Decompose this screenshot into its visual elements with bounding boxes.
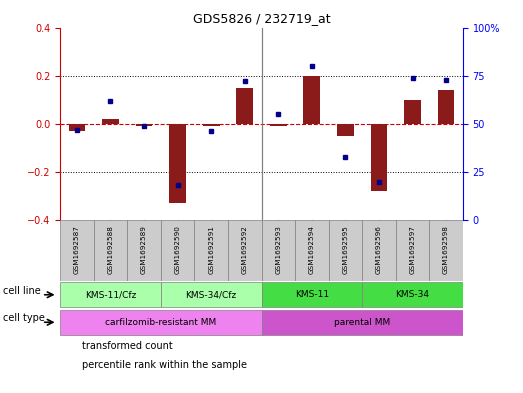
Text: KMS-34: KMS-34 — [395, 290, 429, 299]
Text: cell line: cell line — [3, 286, 40, 296]
Bar — [127, 220, 161, 281]
Text: GSM1692593: GSM1692593 — [275, 225, 281, 274]
Text: KMS-11/Cfz: KMS-11/Cfz — [85, 290, 136, 299]
Bar — [161, 282, 262, 307]
Bar — [404, 100, 421, 124]
Text: parental MM: parental MM — [334, 318, 390, 327]
Bar — [94, 220, 127, 281]
Text: GSM1692592: GSM1692592 — [242, 225, 248, 274]
Bar — [371, 124, 388, 191]
Text: GSM1692598: GSM1692598 — [443, 225, 449, 274]
Text: percentile rank within the sample: percentile rank within the sample — [82, 360, 247, 371]
Text: GSM1692595: GSM1692595 — [343, 225, 348, 274]
Text: transformed count: transformed count — [82, 341, 173, 351]
Bar — [429, 220, 463, 281]
Text: cell type: cell type — [3, 313, 44, 323]
Bar — [362, 282, 463, 307]
Text: GSM1692596: GSM1692596 — [376, 225, 382, 274]
Bar — [362, 220, 396, 281]
Bar — [60, 282, 161, 307]
Bar — [270, 124, 287, 126]
Bar — [295, 220, 328, 281]
Text: KMS-11: KMS-11 — [295, 290, 329, 299]
Bar — [135, 124, 152, 126]
Bar — [69, 124, 85, 131]
Bar — [262, 220, 295, 281]
Bar — [60, 310, 262, 334]
Bar — [262, 282, 362, 307]
Text: KMS-34/Cfz: KMS-34/Cfz — [186, 290, 237, 299]
Bar — [262, 310, 463, 334]
Bar — [203, 124, 220, 126]
Bar — [303, 75, 320, 124]
Text: GSM1692588: GSM1692588 — [108, 225, 113, 274]
Title: GDS5826 / 232719_at: GDS5826 / 232719_at — [192, 12, 331, 25]
Text: GSM1692589: GSM1692589 — [141, 225, 147, 274]
Bar — [60, 220, 94, 281]
Text: GSM1692587: GSM1692587 — [74, 225, 80, 274]
Bar — [328, 220, 362, 281]
Bar — [236, 88, 253, 124]
Text: GSM1692594: GSM1692594 — [309, 225, 315, 274]
Text: GSM1692591: GSM1692591 — [208, 225, 214, 274]
Bar — [228, 220, 262, 281]
Text: GSM1692597: GSM1692597 — [410, 225, 415, 274]
Bar — [169, 124, 186, 203]
Bar — [161, 220, 195, 281]
Bar — [438, 90, 454, 124]
Bar — [102, 119, 119, 124]
Bar — [337, 124, 354, 136]
Text: GSM1692590: GSM1692590 — [175, 225, 180, 274]
Text: carfilzomib-resistant MM: carfilzomib-resistant MM — [105, 318, 217, 327]
Bar — [396, 220, 429, 281]
Bar — [195, 220, 228, 281]
